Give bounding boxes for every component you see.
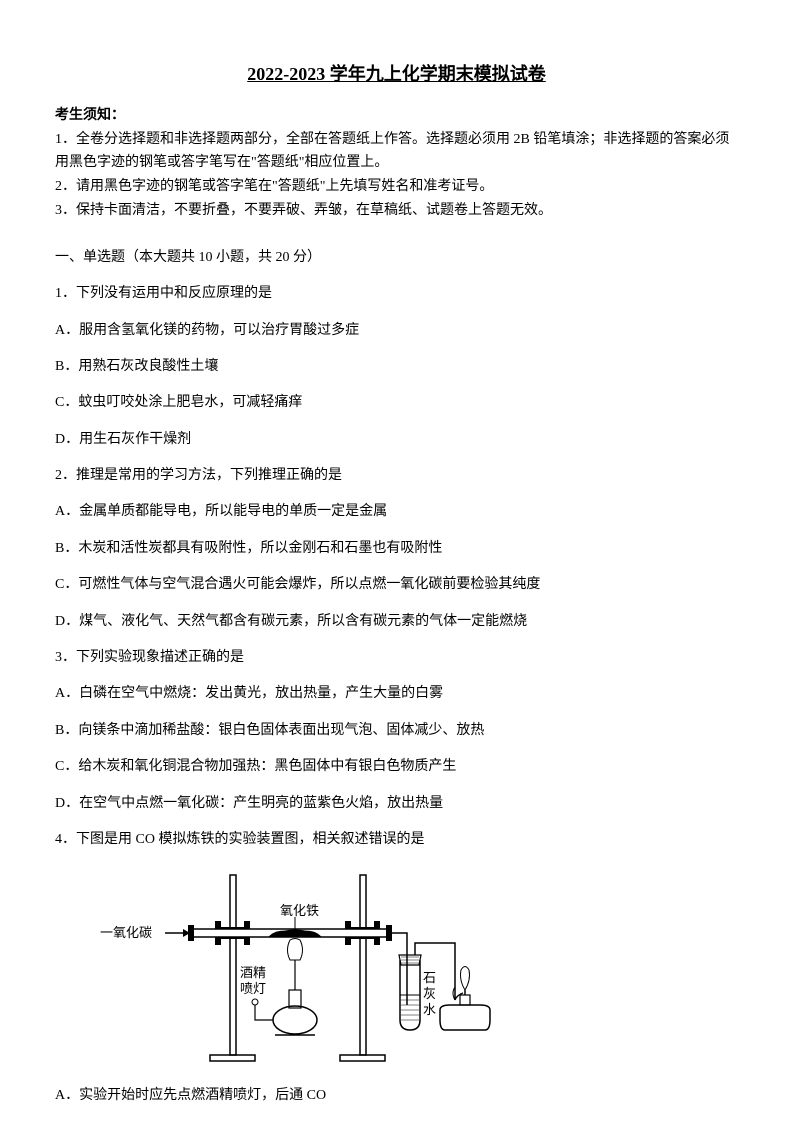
section-header: 一、单选题（本大题共 10 小题，共 20 分） xyxy=(55,247,738,269)
option-text: 向镁条中滴加稀盐酸：银白色固体表面出现气泡、固体减少、放热 xyxy=(78,723,484,738)
exam-title: 2022-2023 学年九上化学期末模拟试卷 xyxy=(55,60,738,89)
question-1: 1．下列没有运用中和反应原理的是 xyxy=(55,283,738,305)
option-label: B． xyxy=(55,723,78,738)
option-text: 实验开始时应先点燃酒精喷灯，后通 CO xyxy=(79,1088,326,1103)
question-4: 4．下图是用 CO 模拟炼铁的实验装置图，相关叙述错误的是 xyxy=(55,829,738,851)
question-number: 3． xyxy=(55,650,76,665)
option-3a: A．白磷在空气中燃烧：发出黄光，放出热量，产生大量的白雾 xyxy=(55,683,738,705)
question-number: 2． xyxy=(55,468,76,483)
option-text: 可燃性气体与空气混合遇火可能会爆炸，所以点燃一氧化碳前要检验其纯度 xyxy=(78,577,540,592)
option-text: 服用含氢氧化镁的药物，可以治疗胃酸过多症 xyxy=(79,323,359,338)
option-text: 木炭和活性炭都具有吸附性，所以金刚石和石墨也有吸附性 xyxy=(78,541,442,556)
option-label: C． xyxy=(55,759,78,774)
option-text: 金属单质都能导电，所以能导电的单质一定是金属 xyxy=(79,504,387,519)
option-3b: B．向镁条中滴加稀盐酸：银白色固体表面出现气泡、固体减少、放热 xyxy=(55,720,738,742)
diagram-svg: 氧化铁 xyxy=(155,865,515,1075)
instruction-line-2: 2．请用黑色字迹的钢笔或答字笔在"答题纸"上先填写姓名和准考证号。 xyxy=(55,176,738,198)
option-label: D． xyxy=(55,796,79,811)
option-label: A． xyxy=(55,323,79,338)
option-label: B． xyxy=(55,359,78,374)
option-text: 在空气中点燃一氧化碳：产生明亮的蓝紫色火焰，放出热量 xyxy=(79,796,443,811)
option-2d: D．煤气、液化气、天然气都含有碳元素，所以含有碳元素的气体一定能燃烧 xyxy=(55,611,738,633)
option-2b: B．木炭和活性炭都具有吸附性，所以金刚石和石墨也有吸附性 xyxy=(55,538,738,560)
option-label: D． xyxy=(55,614,79,629)
question-number: 1． xyxy=(55,286,76,301)
instruction-line-3: 3．保持卡面清洁，不要折叠，不要弄破、弄皱，在草稿纸、试题卷上答题无效。 xyxy=(55,200,738,222)
option-text: 用生石灰作干燥剂 xyxy=(79,432,191,447)
svg-text:氧化铁: 氧化铁 xyxy=(280,903,319,918)
option-text: 白磷在空气中燃烧：发出黄光，放出热量，产生大量的白雾 xyxy=(79,686,443,701)
question-3: 3．下列实验现象描述正确的是 xyxy=(55,647,738,669)
label-limewater: 石 灰 水 xyxy=(423,970,436,1017)
question-text: 下图是用 CO 模拟炼铁的实验装置图，相关叙述错误的是 xyxy=(76,832,424,847)
option-label: C． xyxy=(55,577,78,592)
option-1b: B．用熟石灰改良酸性土壤 xyxy=(55,356,738,378)
option-label: D． xyxy=(55,432,79,447)
option-2c: C．可燃性气体与空气混合遇火可能会爆炸，所以点燃一氧化碳前要检验其纯度 xyxy=(55,574,738,596)
option-label: A． xyxy=(55,1088,79,1103)
experiment-diagram: 氧化铁 一氧化碳 酒精 喷灯 石 灰 水 xyxy=(155,865,515,1075)
option-text: 给木炭和氧化铜混合物加强热：黑色固体中有银白色物质产生 xyxy=(78,759,456,774)
option-label: A． xyxy=(55,686,79,701)
option-text: 蚊虫叮咬处涂上肥皂水，可减轻痛痒 xyxy=(78,395,302,410)
option-3d: D．在空气中点燃一氧化碳：产生明亮的蓝紫色火焰，放出热量 xyxy=(55,793,738,815)
instructions-header: 考生须知： xyxy=(55,105,738,127)
option-1c: C．蚊虫叮咬处涂上肥皂水，可减轻痛痒 xyxy=(55,392,738,414)
option-label: B． xyxy=(55,541,78,556)
instruction-line-1: 1．全卷分选择题和非选择题两部分，全部在答题纸上作答。选择题必须用 2B 铅笔填… xyxy=(55,129,738,174)
option-4a: A．实验开始时应先点燃酒精喷灯，后通 CO xyxy=(55,1085,738,1107)
question-2: 2．推理是常用的学习方法，下列推理正确的是 xyxy=(55,465,738,487)
question-text: 下列没有运用中和反应原理的是 xyxy=(76,286,272,301)
option-1a: A．服用含氢氧化镁的药物，可以治疗胃酸过多症 xyxy=(55,320,738,342)
option-text: 用熟石灰改良酸性土壤 xyxy=(78,359,218,374)
option-3c: C．给木炭和氧化铜混合物加强热：黑色固体中有银白色物质产生 xyxy=(55,756,738,778)
option-2a: A．金属单质都能导电，所以能导电的单质一定是金属 xyxy=(55,501,738,523)
question-number: 4． xyxy=(55,832,76,847)
question-text: 下列实验现象描述正确的是 xyxy=(76,650,244,665)
option-1d: D．用生石灰作干燥剂 xyxy=(55,429,738,451)
question-text: 推理是常用的学习方法，下列推理正确的是 xyxy=(76,468,342,483)
option-text: 煤气、液化气、天然气都含有碳元素，所以含有碳元素的气体一定能燃烧 xyxy=(79,614,527,629)
option-label: C． xyxy=(55,395,78,410)
label-co-input: 一氧化碳 xyxy=(100,923,152,944)
option-label: A． xyxy=(55,504,79,519)
label-alcohol-lamp: 酒精 喷灯 xyxy=(240,965,266,996)
